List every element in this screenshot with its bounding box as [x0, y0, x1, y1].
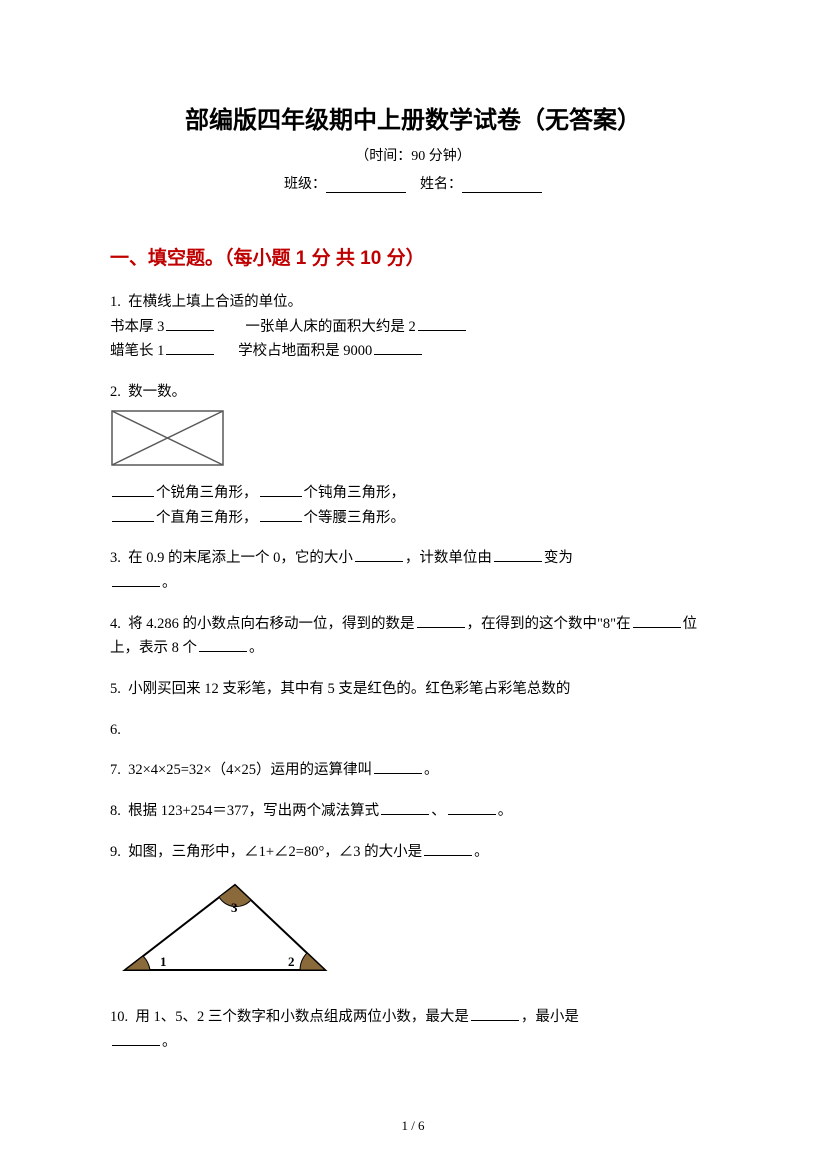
q10-t3: 。	[162, 1034, 177, 1050]
question-9: 9. 如图，三角形中，∠1+∠2=80°，∠3 的大小是 。 1 2 3	[110, 840, 716, 989]
q9-t2: 。	[474, 844, 489, 860]
blank	[374, 341, 422, 355]
q5-num: 5.	[110, 681, 121, 697]
q2-l1b: 个钝角三角形，	[304, 485, 406, 501]
q9-diagram: 1 2 3	[110, 870, 716, 989]
q2-diagram	[110, 409, 716, 476]
q5-t1: 小刚买回来 12 支彩笔，其中有 5 支是红色的。红色彩笔占彩笔总数的	[128, 681, 570, 697]
q8-num: 8.	[110, 803, 121, 819]
q8-t3: 。	[498, 803, 513, 819]
q10-t2: ，最小是	[521, 1009, 579, 1025]
blank	[471, 1007, 519, 1021]
q6-num: 6.	[110, 722, 121, 738]
question-10: 10. 用 1、5、2 三个数字和小数点组成两位小数，最大是 ，最小是。	[110, 1005, 716, 1054]
blank	[112, 573, 160, 587]
blank	[418, 317, 466, 331]
class-label: 班级：	[284, 177, 326, 192]
blank	[355, 548, 403, 562]
q1-l2a: 蜡笔长 1	[110, 343, 164, 359]
blank	[166, 341, 214, 355]
q8-t1: 根据 123+254＝377，写出两个减法算式	[128, 803, 379, 819]
exam-title: 部编版四年级期中上册数学试卷（无答案）	[110, 100, 716, 135]
blank	[633, 614, 681, 628]
blank	[260, 508, 302, 522]
name-blank	[462, 177, 542, 193]
blank	[424, 842, 472, 856]
blank	[260, 483, 302, 497]
q9-t1: 如图，三角形中，∠1+∠2=80°，∠3 的大小是	[128, 844, 422, 860]
q7-num: 7.	[110, 762, 121, 778]
question-4: 4. 将 4.286 的小数点向右移动一位，得到的数是 ，在得到的这个数中"8"在…	[110, 612, 716, 661]
q4-t1: 将 4.286 的小数点向右移动一位，得到的数是	[128, 616, 414, 632]
blank	[417, 614, 465, 628]
exam-subtitle: （时间：90 分钟）	[110, 145, 716, 165]
page-number: 1 / 6	[0, 1118, 826, 1134]
angle-1-label: 1	[160, 954, 167, 969]
blank	[381, 801, 429, 815]
q4-num: 4.	[110, 616, 121, 632]
question-8: 8. 根据 123+254＝377，写出两个减法算式 、 。	[110, 799, 716, 824]
question-1: 1. 在横线上填上合适的单位。 书本厚 3 一张单人床的面积大约是 2 蜡笔长 …	[110, 290, 716, 364]
q3-t4: 。	[162, 575, 177, 591]
question-5: 5. 小刚买回来 12 支彩笔，其中有 5 支是红色的。红色彩笔占彩笔总数的	[110, 677, 716, 702]
q3-t2: ，计数单位由	[405, 550, 492, 566]
name-label: 姓名：	[420, 177, 462, 192]
blank	[494, 548, 542, 562]
q8-t2: 、	[431, 803, 446, 819]
section-1-header: 一、填空题。（每小题 1 分 共 10 分）	[110, 243, 716, 270]
student-info-line: 班级： 姓名：	[110, 173, 716, 193]
q1-l2b: 学校占地面积是 9000	[238, 343, 372, 359]
blank	[374, 760, 422, 774]
q4-t4: 。	[249, 640, 264, 656]
q1-lead: 在横线上填上合适的单位。	[128, 294, 302, 310]
q2-lead: 数一数。	[128, 384, 186, 400]
question-7: 7. 32×4×25=32×（4×25）运用的运算律叫 。	[110, 758, 716, 783]
q2-l2a: 个直角三角形，	[156, 510, 258, 526]
q3-num: 3.	[110, 550, 121, 566]
q1-l1b: 一张单人床的面积大约是 2	[245, 319, 415, 335]
question-2: 2. 数一数。 个锐角三角形， 个钝角三角形， 个直角三角形， 个等腰三角形。	[110, 380, 716, 531]
q1-l1a: 书本厚 3	[110, 319, 164, 335]
q7-t2: 。	[424, 762, 439, 778]
blank	[166, 317, 214, 331]
question-3: 3. 在 0.9 的末尾添上一个 0，它的大小 ，计数单位由 变为。	[110, 546, 716, 595]
q3-t1: 在 0.9 的末尾添上一个 0，它的大小	[128, 550, 353, 566]
q10-num: 10.	[110, 1009, 128, 1025]
blank	[112, 483, 154, 497]
angle-2-label: 2	[288, 954, 295, 969]
blank	[112, 508, 154, 522]
question-6: 6.	[110, 718, 716, 743]
angle-3-label: 3	[231, 900, 238, 915]
blank	[448, 801, 496, 815]
q2-num: 2.	[110, 384, 121, 400]
blank	[199, 638, 247, 652]
q7-t1: 32×4×25=32×（4×25）运用的运算律叫	[128, 762, 372, 778]
class-blank	[326, 177, 406, 193]
q2-l1a: 个锐角三角形，	[156, 485, 258, 501]
q4-t2: ，在得到的这个数中"8"在	[467, 616, 631, 632]
q10-t1: 用 1、5、2 三个数字和小数点组成两位小数，最大是	[135, 1009, 469, 1025]
q9-num: 9.	[110, 844, 121, 860]
q1-num: 1.	[110, 294, 121, 310]
blank	[112, 1032, 160, 1046]
q3-t3: 变为	[544, 550, 573, 566]
q2-l2b: 个等腰三角形。	[304, 510, 406, 526]
